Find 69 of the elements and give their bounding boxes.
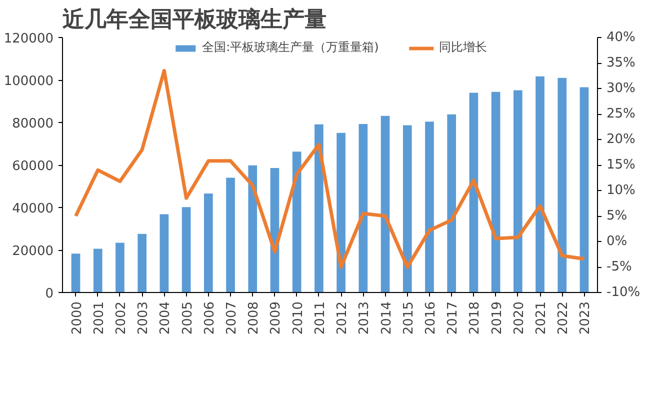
bar bbox=[93, 248, 102, 292]
x-tick-label: 2002 bbox=[114, 301, 129, 335]
bar bbox=[469, 92, 478, 292]
x-tick-label: 2014 bbox=[379, 301, 394, 335]
x-tick-label: 2000 bbox=[70, 301, 85, 335]
bar bbox=[160, 214, 169, 292]
x-tick-label: 2013 bbox=[357, 301, 372, 335]
y2-tick-label: -10% bbox=[606, 285, 640, 300]
bar bbox=[425, 122, 434, 292]
y2-tick-label: -5% bbox=[606, 260, 632, 274]
x-tick-label: 2022 bbox=[556, 301, 572, 335]
x-tick-label: 2012 bbox=[335, 301, 350, 335]
y-tick-label: 40000 bbox=[12, 202, 54, 216]
bar bbox=[116, 242, 124, 292]
x-tick-label: 2003 bbox=[136, 301, 152, 335]
y-tick-label: 60000 bbox=[12, 159, 54, 174]
legend-label: 全国:平板玻璃生产量（万重量箱) bbox=[202, 39, 379, 56]
x-tick-label: 2009 bbox=[268, 301, 284, 335]
y2-tick-label: 15% bbox=[606, 158, 636, 172]
bar bbox=[558, 78, 567, 292]
x-tick-label: 2023 bbox=[578, 301, 594, 335]
y2-tick-label: 35% bbox=[606, 56, 636, 70]
bar bbox=[402, 125, 412, 292]
x-tick-label: 2020 bbox=[512, 301, 527, 335]
bar bbox=[138, 234, 147, 292]
bar bbox=[491, 92, 500, 292]
bar bbox=[226, 178, 235, 292]
x-tick-label: 2004 bbox=[158, 301, 174, 335]
bar bbox=[182, 207, 191, 292]
line-series bbox=[74, 68, 586, 269]
y2-tick-label: 30% bbox=[606, 81, 636, 96]
x-tick-label: 2006 bbox=[202, 301, 218, 335]
chart-title: 近几年全国平板玻璃生产量 bbox=[62, 6, 326, 32]
y2-tick-label: 10% bbox=[606, 183, 636, 198]
y-tick-label: 100000 bbox=[4, 74, 54, 89]
bar bbox=[314, 124, 324, 292]
x-tick-label: 2008 bbox=[246, 301, 262, 335]
y-tick-label: 80000 bbox=[12, 116, 54, 132]
x-tick-label: 2017 bbox=[446, 301, 461, 335]
bar bbox=[204, 193, 213, 292]
y-tick-label: 20000 bbox=[12, 244, 54, 259]
y-tick-label: 0 bbox=[45, 286, 54, 302]
y2-tick-label: 0% bbox=[606, 234, 628, 249]
bar bbox=[536, 76, 544, 292]
bar bbox=[447, 114, 456, 292]
x-tick-label: 2021 bbox=[534, 301, 550, 335]
bar bbox=[380, 116, 390, 292]
x-tick-label: 2019 bbox=[490, 301, 505, 335]
bar bbox=[336, 132, 346, 292]
x-tick-label: 2018 bbox=[468, 301, 483, 335]
legend-label: 同比增长 bbox=[438, 39, 487, 56]
x-tick-label: 2001 bbox=[92, 301, 107, 335]
y2-tick-label: 40% bbox=[606, 30, 636, 45]
bar bbox=[292, 152, 302, 292]
x-tick-label: 2005 bbox=[180, 301, 196, 335]
bar bbox=[358, 124, 368, 292]
y2-tick-label: 20% bbox=[606, 132, 636, 147]
bar bbox=[71, 254, 80, 292]
y2-tick-label: 25% bbox=[606, 106, 636, 122]
y-tick-label: 120000 bbox=[4, 32, 54, 46]
bar bbox=[580, 87, 589, 292]
x-tick-label: 2015 bbox=[401, 301, 416, 335]
x-tick-label: 2010 bbox=[290, 301, 306, 335]
y2-tick-label: 5% bbox=[606, 208, 628, 224]
x-tick-label: 2007 bbox=[224, 301, 240, 335]
x-tick-label: 2011 bbox=[312, 301, 328, 335]
bar bbox=[248, 165, 258, 292]
x-tick-label: 2016 bbox=[423, 301, 438, 335]
bar bbox=[513, 90, 522, 292]
